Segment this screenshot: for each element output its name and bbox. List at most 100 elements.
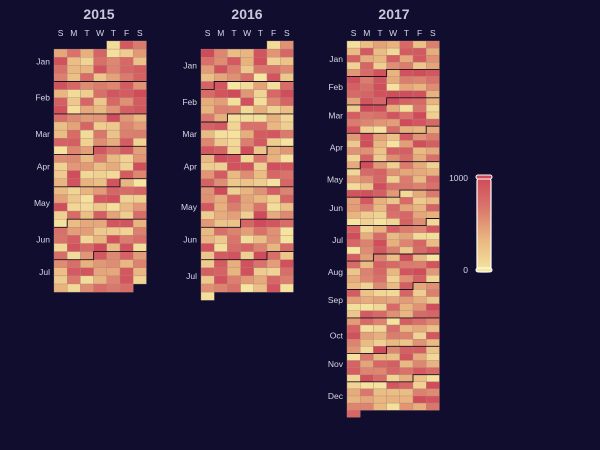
day-cell	[253, 121, 268, 131]
day-cell	[412, 40, 427, 49]
day-cell	[214, 73, 228, 82]
day-cell	[386, 47, 400, 56]
day-cell	[133, 121, 147, 131]
day-cell	[227, 267, 241, 277]
day-cell	[119, 283, 134, 293]
day-cell	[346, 147, 361, 155]
day-cell	[200, 65, 215, 74]
day-cell	[266, 113, 281, 123]
day-cell	[80, 65, 94, 74]
day-cell	[106, 97, 121, 106]
day-cell	[346, 239, 361, 248]
day-cell	[426, 353, 440, 361]
day-cell	[360, 83, 374, 91]
day-cell	[266, 251, 281, 260]
day-cell	[240, 73, 254, 82]
day-cell	[399, 346, 414, 354]
day-cell	[200, 113, 215, 123]
day-cell	[280, 162, 294, 171]
colorbar-min-handle	[475, 267, 493, 273]
day-cell	[399, 324, 414, 333]
day-cell	[346, 40, 361, 49]
day-cell	[266, 129, 281, 139]
day-cell	[266, 259, 281, 268]
day-cell	[214, 251, 228, 260]
day-cell	[412, 246, 427, 255]
weekday-label: F	[417, 28, 422, 38]
day-cell	[426, 260, 440, 269]
day-cell	[133, 202, 147, 212]
day-cell	[360, 374, 374, 382]
day-cell	[280, 146, 294, 155]
day-cell	[426, 225, 440, 233]
day-cell	[106, 162, 121, 171]
day-cell	[67, 178, 81, 187]
day-cell	[53, 57, 68, 66]
day-cell	[346, 339, 361, 347]
day-cell	[280, 227, 294, 236]
day-cell	[53, 227, 68, 236]
day-cell	[399, 189, 414, 198]
day-cell	[266, 146, 281, 155]
month-label: Jun	[36, 234, 50, 244]
day-cell	[412, 189, 427, 198]
day-cell	[67, 105, 81, 115]
day-cell	[200, 48, 215, 58]
day-cell	[119, 73, 134, 82]
day-cell	[360, 140, 374, 148]
day-cell	[240, 194, 254, 204]
day-cell	[399, 168, 414, 177]
day-cell	[399, 76, 414, 84]
day-cell	[106, 113, 121, 123]
weekday-label: T	[231, 28, 236, 38]
day-cell	[266, 105, 281, 115]
day-cell	[373, 140, 387, 148]
weekday-label: S	[137, 28, 143, 38]
day-cell	[133, 146, 147, 155]
day-cell	[426, 90, 440, 98]
day-cell	[240, 89, 254, 98]
day-cell	[360, 111, 374, 120]
day-cell	[346, 282, 361, 290]
day-cell	[412, 161, 427, 169]
day-cell	[399, 381, 414, 390]
day-cell	[373, 395, 387, 404]
day-cell	[373, 388, 387, 397]
day-cell	[53, 138, 68, 147]
day-cell	[227, 97, 241, 106]
month-boundary	[54, 251, 147, 261]
day-cell	[373, 289, 387, 297]
day-cell	[373, 147, 387, 155]
day-cell	[106, 73, 121, 82]
day-cell	[386, 239, 400, 248]
day-cell	[93, 275, 107, 285]
day-cell	[399, 140, 414, 148]
day-cell	[214, 235, 228, 244]
day-cell	[240, 113, 254, 123]
day-cell	[214, 154, 228, 163]
day-cell	[399, 182, 414, 191]
month-label: May	[34, 198, 51, 208]
day-cell	[360, 289, 374, 297]
day-cell	[386, 268, 400, 276]
day-cell	[373, 69, 387, 77]
day-cell	[119, 97, 134, 106]
day-cell	[133, 97, 147, 106]
day-cell	[106, 170, 121, 179]
weekday-label: S	[351, 28, 357, 38]
day-cell	[412, 55, 427, 63]
day-cell	[346, 367, 361, 375]
day-cell	[119, 178, 134, 187]
day-cell	[106, 235, 121, 244]
day-cell	[93, 105, 107, 115]
day-cell	[280, 73, 294, 82]
day-cell	[412, 253, 427, 262]
day-cell	[253, 105, 268, 115]
day-cell	[373, 55, 387, 63]
day-cell	[386, 353, 400, 361]
day-cell	[412, 133, 427, 141]
day-cell	[266, 65, 281, 74]
day-cell	[119, 40, 134, 50]
day-cell	[346, 296, 361, 304]
day-cell	[346, 69, 361, 77]
